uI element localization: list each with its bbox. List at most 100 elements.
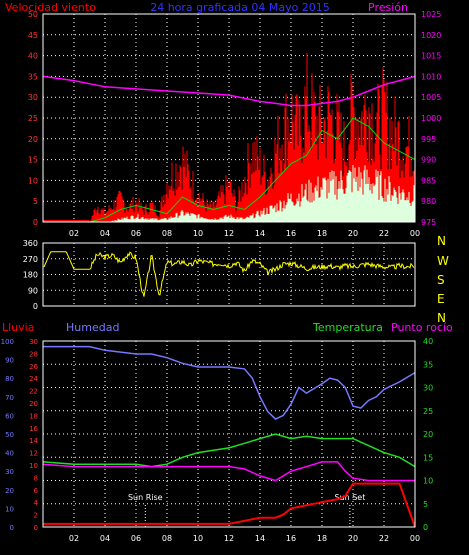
wind-panel: Velocidad viento 24 hora graficada 04 Ma… bbox=[5, 1, 441, 238]
humidity-ytick-label: 20 bbox=[5, 487, 14, 495]
rain-line bbox=[43, 482, 416, 528]
sun-annotations: Sun Rise Sun Set bbox=[128, 493, 365, 527]
temperature-ticks: 0 5 10 15 20 25 30 35 40 bbox=[423, 337, 433, 532]
humidity-ytick-label: 70 bbox=[5, 394, 14, 402]
rain-ylabel: Lluvia bbox=[2, 321, 34, 334]
pressure-ytick-label: 1005 bbox=[421, 93, 441, 102]
pressure-ytick-label: 1010 bbox=[421, 72, 441, 81]
temperature-ytick-label: 20 bbox=[423, 430, 433, 439]
wind-ytick-label: 30 bbox=[28, 93, 38, 102]
temperature-ytick-label: 30 bbox=[423, 384, 433, 393]
humidity-ytick-label: 0 bbox=[10, 524, 14, 532]
humidity-ytick-label: 60 bbox=[5, 412, 14, 420]
direction-series bbox=[43, 251, 415, 297]
cardinal-label: N bbox=[437, 311, 446, 325]
direction-line bbox=[43, 251, 415, 297]
wind-ytick-label: 35 bbox=[28, 72, 38, 81]
rain-ytick-label: 12 bbox=[29, 450, 38, 458]
sun-marker-label: Sun Set bbox=[334, 493, 365, 502]
temp-series bbox=[42, 345, 416, 528]
temp-xtick-label: 18 bbox=[317, 534, 327, 543]
direction-ytick-label: 360 bbox=[23, 239, 38, 248]
humidity-ylabel: Humedad bbox=[66, 321, 119, 334]
wind-xtick-label: 00 bbox=[410, 229, 420, 238]
wind-series bbox=[42, 52, 416, 223]
rain-ytick-label: 20 bbox=[29, 400, 38, 408]
temp-x-ticks: 02 04 06 08 10 12 14 16 18 20 22 00 bbox=[69, 534, 420, 543]
temp-panel: Lluvia Humedad Temperatura Punto rocío S… bbox=[1, 321, 453, 543]
humidity-ytick-label: 80 bbox=[5, 375, 14, 383]
wind-xtick-label: 08 bbox=[162, 229, 172, 238]
direction-ytick-label: 270 bbox=[23, 255, 38, 264]
temperature-ytick-label: 5 bbox=[423, 500, 428, 509]
wind-left-ticks: 0 5 10 15 20 25 30 35 40 45 50 bbox=[28, 10, 38, 227]
direction-ytick-label: 180 bbox=[23, 271, 38, 280]
cardinal-label: N bbox=[437, 234, 446, 248]
wind-ytick-label: 5 bbox=[33, 197, 38, 206]
pressure-ytick-label: 975 bbox=[421, 218, 436, 227]
wind-ytick-label: 10 bbox=[28, 176, 38, 185]
humidity-line bbox=[43, 345, 416, 420]
pressure-ytick-label: 1000 bbox=[421, 114, 441, 123]
pressure-ytick-label: 1015 bbox=[421, 52, 441, 61]
temp-xtick-label: 14 bbox=[255, 534, 265, 543]
pressure-ytick-label: 995 bbox=[421, 135, 436, 144]
dewpoint-line bbox=[42, 461, 415, 482]
wind-ytick-label: 20 bbox=[28, 135, 38, 144]
wind-xtick-label: 22 bbox=[379, 229, 389, 238]
wind-ylabel: Velocidad viento bbox=[5, 1, 96, 14]
rain-ytick-label: 4 bbox=[34, 499, 39, 507]
wind-xtick-label: 06 bbox=[131, 229, 141, 238]
wind-xtick-label: 18 bbox=[317, 229, 327, 238]
wind-ytick-label: 45 bbox=[28, 31, 38, 40]
direction-ticks: 0 90 180 270 360 bbox=[23, 239, 38, 311]
rain-ytick-label: 24 bbox=[29, 375, 38, 383]
rain-ytick-label: 28 bbox=[29, 350, 38, 358]
rain-ytick-label: 8 bbox=[34, 474, 38, 482]
sun-marker-label: Sun Rise bbox=[128, 493, 163, 502]
cardinal-label: E bbox=[437, 292, 445, 306]
humidity-ytick-label: 50 bbox=[5, 431, 14, 439]
rain-ytick-label: 18 bbox=[29, 412, 38, 420]
pressure-ytick-label: 980 bbox=[421, 197, 436, 206]
rain-ytick-label: 10 bbox=[29, 462, 38, 470]
rain-ytick-label: 22 bbox=[29, 388, 38, 396]
pressure-ytick-label: 985 bbox=[421, 176, 436, 185]
rain-ytick-label: 30 bbox=[29, 338, 38, 346]
temp-frame bbox=[42, 340, 416, 528]
temp-xtick-label: 04 bbox=[100, 534, 110, 543]
temperature-ytick-label: 40 bbox=[423, 337, 433, 346]
humidity-ticks: 0 10 20 30 40 50 60 70 80 90 100 bbox=[1, 338, 14, 532]
wind-ytick-label: 50 bbox=[28, 10, 38, 19]
wind-xtick-label: 02 bbox=[69, 229, 79, 238]
cardinal-label: S bbox=[437, 273, 445, 287]
wind-ytick-label: 0 bbox=[33, 218, 38, 227]
temperature-ytick-label: 35 bbox=[423, 360, 433, 369]
humidity-ytick-label: 10 bbox=[5, 505, 14, 513]
wind-average-line bbox=[43, 117, 416, 223]
temp-xtick-label: 20 bbox=[348, 534, 358, 543]
temp-xtick-label: 00 bbox=[410, 534, 420, 543]
wind-xtick-label: 20 bbox=[348, 229, 358, 238]
direction-ytick-label: 0 bbox=[33, 302, 38, 311]
humidity-ytick-label: 40 bbox=[5, 450, 14, 458]
temperature-ylabel: Temperatura bbox=[312, 321, 383, 334]
temperature-ytick-label: 0 bbox=[423, 523, 428, 532]
wind-xtick-label: 16 bbox=[286, 229, 296, 238]
wind-ytick-label: 40 bbox=[28, 52, 38, 61]
rain-ytick-label: 0 bbox=[34, 524, 38, 532]
cardinal-label: W bbox=[437, 254, 449, 268]
temp-xtick-label: 06 bbox=[131, 534, 141, 543]
direction-frame bbox=[42, 242, 416, 307]
rain-ytick-label: 14 bbox=[29, 437, 38, 445]
temp-grid bbox=[43, 341, 415, 527]
wind-ytick-label: 15 bbox=[28, 156, 38, 165]
wind-frame bbox=[42, 13, 416, 223]
dewpoint-ylabel: Punto rocío bbox=[391, 321, 453, 334]
pressure-line bbox=[42, 75, 416, 107]
wind-right-ticks: 975 980 985 990 995 1000 1005 1010 1015 1020 1025 bbox=[421, 10, 441, 227]
wind-ytick-label: 25 bbox=[28, 114, 38, 123]
rain-ytick-label: 26 bbox=[29, 363, 38, 371]
